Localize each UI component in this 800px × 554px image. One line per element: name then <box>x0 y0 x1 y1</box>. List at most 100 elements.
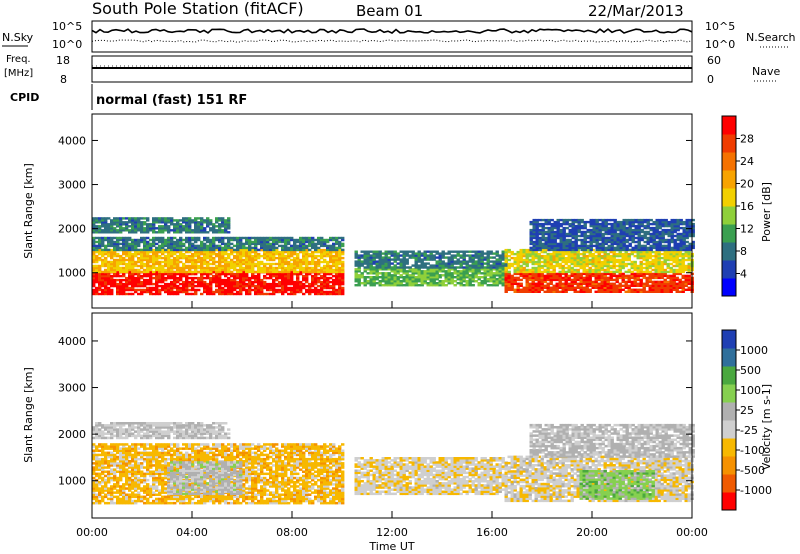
heatmap-cell <box>562 242 566 246</box>
heatmap-cell <box>592 226 596 230</box>
heatmap-cell <box>167 225 171 228</box>
heatmap-cell <box>119 223 123 226</box>
heatmap-cell <box>326 244 330 248</box>
heatmap-cell <box>272 250 276 254</box>
heatmap-cell <box>314 250 318 254</box>
nsky-tick-high: 10^5 <box>52 20 82 33</box>
heatmap-cell <box>636 282 640 285</box>
heatmap-cell <box>585 280 589 284</box>
heatmap-cell <box>110 260 114 264</box>
heatmap-cell <box>206 290 210 294</box>
heatmap-cell <box>378 272 382 275</box>
heatmap-cell <box>657 288 661 291</box>
heatmap-cell <box>634 232 638 236</box>
heatmap-cell <box>610 228 614 232</box>
heatmap-cell <box>128 238 132 242</box>
heatmap-cell <box>98 284 102 288</box>
heatmap-cell <box>245 236 249 240</box>
heatmap-cell <box>248 250 252 254</box>
heatmap-cell <box>257 240 261 244</box>
heatmap-cell <box>167 217 171 220</box>
heatmap-cell <box>119 246 123 250</box>
heatmap-cell <box>311 280 315 284</box>
heatmap-cell <box>242 246 246 250</box>
heatmap-cell <box>465 280 469 283</box>
heatmap-cell <box>582 260 586 264</box>
heatmap-cell <box>420 260 424 263</box>
heatmap-cell <box>658 224 662 228</box>
heatmap-cell <box>95 248 99 252</box>
heatmap-cell <box>567 252 571 256</box>
heatmap-cell <box>624 252 628 256</box>
heatmap-cell <box>456 250 460 253</box>
heatmap-cell <box>299 246 303 250</box>
heatmap-cell <box>308 242 312 246</box>
heatmap-cell <box>657 258 661 262</box>
heatmap-cell <box>230 266 234 270</box>
heatmap-cell <box>597 250 601 254</box>
heatmap-cell <box>621 272 625 276</box>
heatmap-cell <box>564 290 568 293</box>
heatmap-cell <box>116 274 120 278</box>
heatmap-cell <box>408 250 412 253</box>
heatmap-cell <box>125 250 129 254</box>
heatmap-cell <box>627 268 631 272</box>
heatmap-cell <box>176 242 180 246</box>
heatmap-cell <box>579 272 583 276</box>
heatmap-cell <box>646 230 650 234</box>
heatmap-cell <box>640 222 644 226</box>
heatmap-cell <box>101 288 105 292</box>
heatmap-cell <box>555 288 559 291</box>
heatmap-cell <box>311 274 315 278</box>
heatmap-cell <box>161 256 165 260</box>
heatmap-cell <box>257 248 261 252</box>
heatmap-cell <box>594 254 598 258</box>
heatmap-cell <box>588 276 592 280</box>
heatmap-cell <box>224 262 228 266</box>
heatmap-cell <box>200 268 204 272</box>
heatmap-cell <box>507 248 511 252</box>
heatmap-cell <box>417 270 421 273</box>
heatmap-cell <box>565 246 569 250</box>
heatmap-cell <box>305 236 309 240</box>
heatmap-cell <box>293 264 297 268</box>
heatmap-cell <box>636 274 640 278</box>
heatmap-cell <box>272 292 276 296</box>
heatmap-cell <box>221 292 225 296</box>
heatmap-cell <box>597 266 601 270</box>
heatmap-cell <box>170 268 174 272</box>
heatmap-cell <box>456 270 460 273</box>
heatmap-cell <box>266 258 270 262</box>
heatmap-cell <box>378 264 382 267</box>
heatmap-cell <box>489 268 493 271</box>
heatmap-cell <box>287 246 291 250</box>
heatmap-cell <box>278 236 282 240</box>
heatmap-cell <box>227 221 231 224</box>
heatmap-cell <box>338 292 342 296</box>
heatmap-cell <box>146 254 150 258</box>
heatmap-cell <box>628 236 632 240</box>
heatmap-cell <box>95 250 99 254</box>
heatmap-cell <box>598 246 602 250</box>
heatmap-cell <box>450 278 454 281</box>
heatmap-cell <box>200 276 204 280</box>
heatmap-cell <box>639 254 643 258</box>
heatmap-cell <box>426 278 430 281</box>
heatmap-cell <box>269 248 273 252</box>
heatmap-cell <box>552 284 556 287</box>
heatmap-cell <box>317 292 321 296</box>
heatmap-cell <box>329 276 333 280</box>
heatmap-cell <box>254 264 258 268</box>
heatmap-cell <box>110 244 114 248</box>
heatmap-cell <box>660 266 664 270</box>
heatmap-cell <box>360 276 364 279</box>
heatmap-cell <box>567 260 571 264</box>
heatmap-cell <box>128 286 132 290</box>
heatmap-cell <box>462 270 466 273</box>
heatmap-cell <box>332 278 336 282</box>
heatmap-cell <box>170 264 174 268</box>
heatmap-cell <box>441 266 445 269</box>
nsearch-trace <box>91 39 693 43</box>
heatmap-cell <box>648 280 652 284</box>
heatmap-cell <box>480 280 484 283</box>
